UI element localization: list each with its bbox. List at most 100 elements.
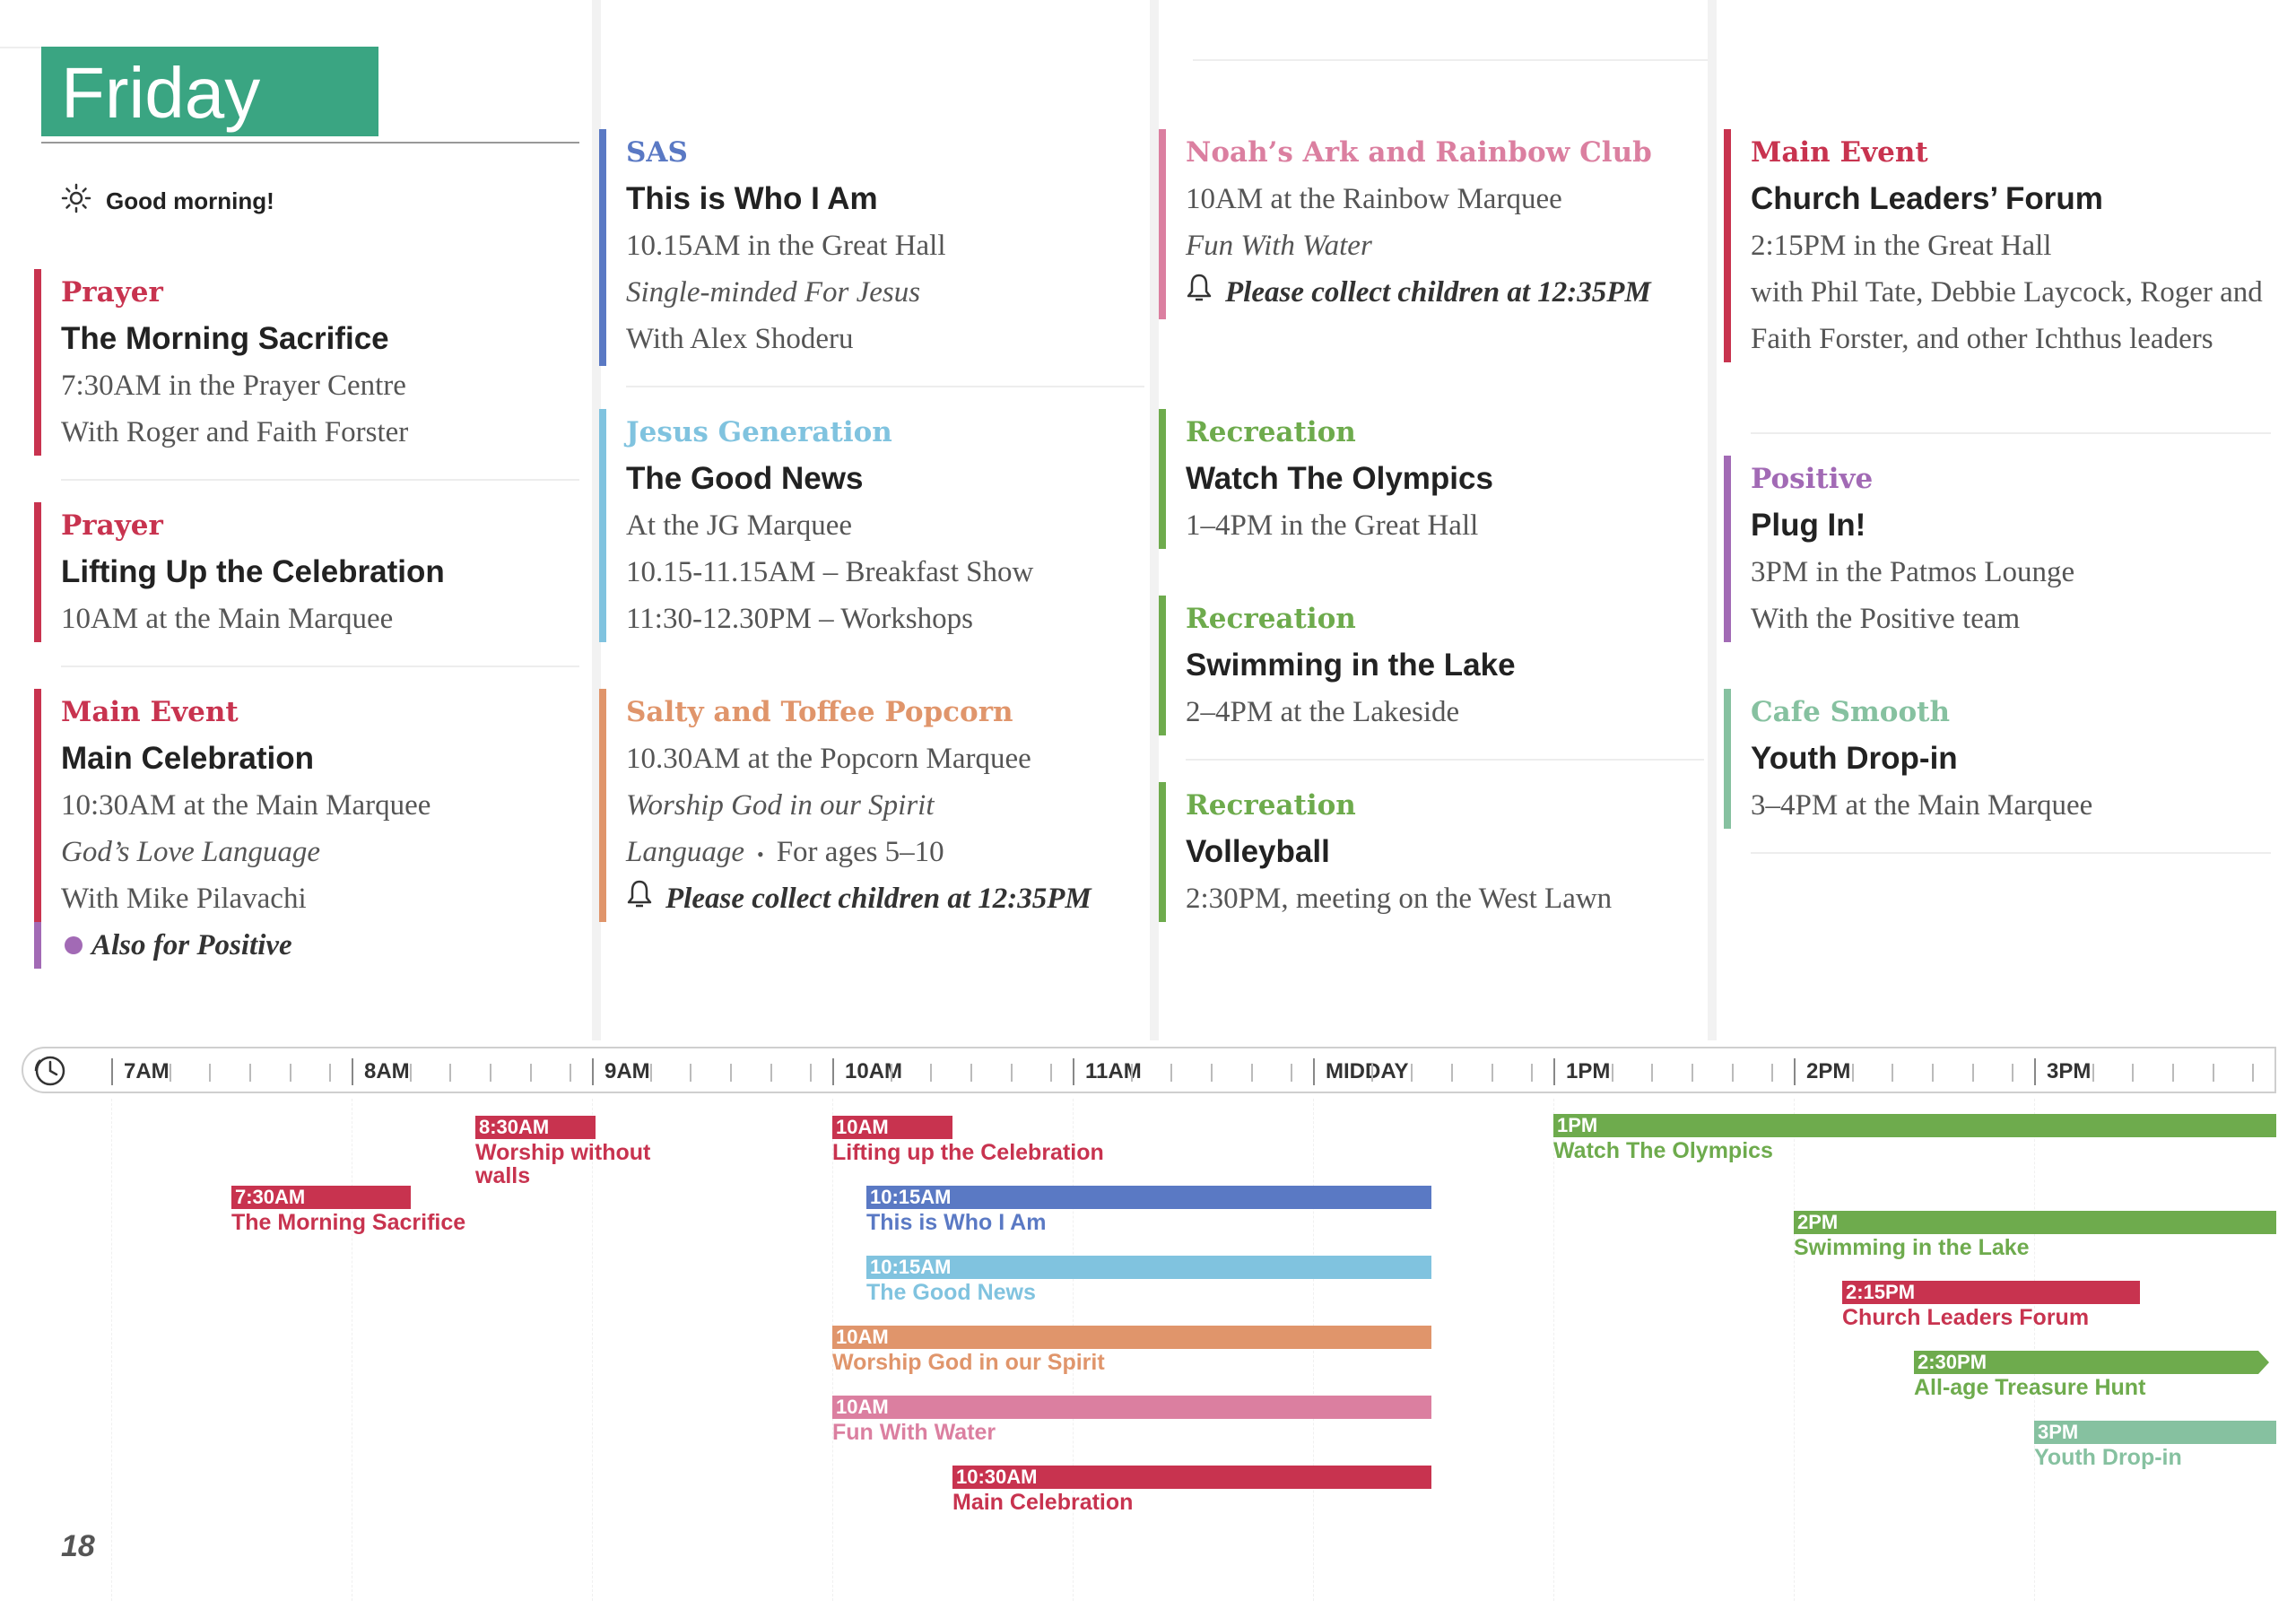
timeline-event-bar[interactable]: 3PM [2034,1421,2276,1444]
event-time: 11:30-12.30PM – Workshops [626,603,973,635]
divider [61,479,579,481]
timeline-event-label: Youth Drop-in [2034,1445,2182,1470]
timeline-event-bar[interactable]: 10:15AM [866,1186,1431,1209]
timeline-tick [1692,1064,1693,1082]
event-salty-toffee[interactable]: Salty and Toffee Popcorn 10.30AM at the … [599,689,1091,922]
timeline-event-time: 10:15AM [870,1186,952,1208]
event-host: With the Positive team [1751,603,2021,635]
timeline-tick [329,1064,332,1082]
timeline-tick [209,1064,212,1082]
timeline-tick [649,1064,652,1082]
event-title: Youth Drop-in [1751,741,1958,776]
event-main-celebration[interactable]: Main Event Main Celebration 10:30AM at t… [34,689,430,922]
timeline-event-bar[interactable]: 10:15AM [866,1256,1431,1279]
event-category: Jesus Generation [626,416,892,448]
timeline-event-bar[interactable]: 1PM [1553,1114,2276,1137]
timeline-event-bar[interactable]: 2:15PM [1842,1281,2140,1304]
event-youth-drop-in[interactable]: Cafe Smooth Youth Drop-in 3–4PM at the M… [1724,689,2092,829]
event-title: Volleyball [1186,834,1330,869]
header-rule [41,142,579,144]
column-divider [592,0,601,1040]
timeline-hour-label: MIDDAY [1313,1058,1408,1085]
timeline-tick [449,1064,452,1082]
event-category: Noah’s Ark and Rainbow Club [1186,136,1652,169]
timeline-event-time: 10:15AM [870,1256,952,1278]
timeline-event-label: Watch The Olympics [1553,1138,1773,1163]
event-plug-in[interactable]: Positive Plug In! 3PM in the Patmos Loun… [1724,456,2074,642]
timeline-event-time: 7:30AM [235,1186,306,1208]
timeline-event-label: Fun With Water [832,1420,996,1445]
event-category: Positive [1751,463,1874,495]
timeline-gridline [592,1099,593,1601]
event-ages: For ages 5–10 [776,836,944,868]
event-morning-sacrifice[interactable]: Prayer The Morning Sacrifice 7:30AM in t… [34,269,408,456]
event-host: With Roger and Faith Forster [61,416,409,448]
event-time: 2:30PM, meeting on the West Lawn [1186,883,1613,915]
timeline-tick [2092,1064,2094,1082]
also-for-positive: Also for Positive [34,922,292,969]
event-time: 2–4PM at the Lakeside [1186,696,1460,728]
day-banner: Friday [41,47,378,136]
divider [61,665,579,667]
timeline-event-time: 2:15PM [1846,1281,1916,1303]
event-title: Main Celebration [61,741,314,776]
event-title: Plug In! [1751,508,1866,543]
timeline-event-time: 2:30PM [1918,1351,1987,1373]
divider [1751,852,2271,854]
timeline-tick [2012,1064,2014,1082]
timeline-axis [22,1047,2276,1093]
event-swimming[interactable]: Recreation Swimming in the Lake 2–4PM at… [1159,596,1516,735]
timeline-tick [1771,1064,1774,1082]
timeline-tick [1130,1064,1133,1082]
event-leaders-forum[interactable]: Main Event Church Leaders’ Forum 2:15PM … [1724,129,2263,362]
event-time: 1–4PM in the Great Hall [1186,509,1479,542]
timeline-event-bar[interactable]: 7:30AM [231,1186,411,1209]
timeline-tick [1370,1064,1373,1082]
event-subtitle: Worship God in our Spirit [626,789,935,822]
event-time: 3–4PM at the Main Marquee [1751,789,2093,822]
event-category: SAS [626,136,688,169]
timeline-event-label: walls [475,1163,531,1188]
event-lifting-up[interactable]: Prayer Lifting Up the Celebration 10AM a… [34,502,445,642]
timeline-tick [970,1064,972,1082]
page-number: 18 [61,1529,95,1563]
event-category: Prayer [61,509,163,542]
timeline-tick [1451,1064,1453,1082]
timeline-hour-label: 1PM [1553,1058,1610,1085]
timeline-event-bar[interactable]: 8:30AM [475,1116,596,1139]
timeline-tick [2172,1064,2174,1082]
timeline-gridline [1553,1099,1554,1601]
timeline-event-bar[interactable]: 10:30AM [952,1466,1431,1489]
timeline-tick [2252,1064,2255,1082]
event-title: Swimming in the Lake [1186,648,1516,683]
bell-icon [626,875,653,922]
timeline-event-bar[interactable]: 10AM [832,1326,1431,1349]
timeline-event-bar[interactable]: 10AM [832,1116,952,1139]
timeline-event-bar[interactable]: 2PM [1794,1211,2276,1234]
timeline-event-label: The Morning Sacrifice [231,1210,466,1235]
event-hosts: with Phil Tate, Debbie Laycock, Roger an… [1751,276,2263,309]
greeting-text: Good morning! [106,187,274,214]
positive-dot-icon [65,936,83,954]
event-this-is-who-i-am[interactable]: SAS This is Who I Am 10.15AM in the Grea… [599,129,946,366]
timeline-gridline [1794,1099,1795,1601]
event-watch-olympics[interactable]: Recreation Watch The Olympics 1–4PM in t… [1159,409,1493,549]
timeline-event-bar[interactable]: 10AM [832,1396,1431,1419]
event-subtitle: Single-minded For Jesus [626,276,921,309]
event-time: 7:30AM in the Prayer Centre [61,370,406,402]
event-time: 10:30AM at the Main Marquee [61,789,431,822]
timeline-hour-label: 2PM [1794,1058,1850,1085]
event-hosts-cont: Faith Forster, and other Ichthus leaders [1751,323,2213,355]
timeline-tick [1932,1064,1934,1082]
event-category: Recreation [1186,603,1356,635]
timeline-tick [1050,1064,1053,1082]
timeline-event-bar[interactable]: 2:30PM [1914,1351,2269,1374]
event-volleyball[interactable]: Recreation Volleyball 2:30PM, meeting on… [1159,782,1612,922]
timeline-event-time: 8:30AM [479,1116,550,1138]
event-noahs-ark[interactable]: Noah’s Ark and Rainbow Club 10AM at the … [1159,129,1652,319]
timeline-tick [1731,1064,1734,1082]
event-good-news[interactable]: Jesus Generation The Good News At the JG… [599,409,1033,642]
timeline-tick [1892,1064,1894,1082]
timeline-event-label: The Good News [866,1280,1036,1305]
event-title: Church Leaders’ Forum [1751,181,2103,216]
